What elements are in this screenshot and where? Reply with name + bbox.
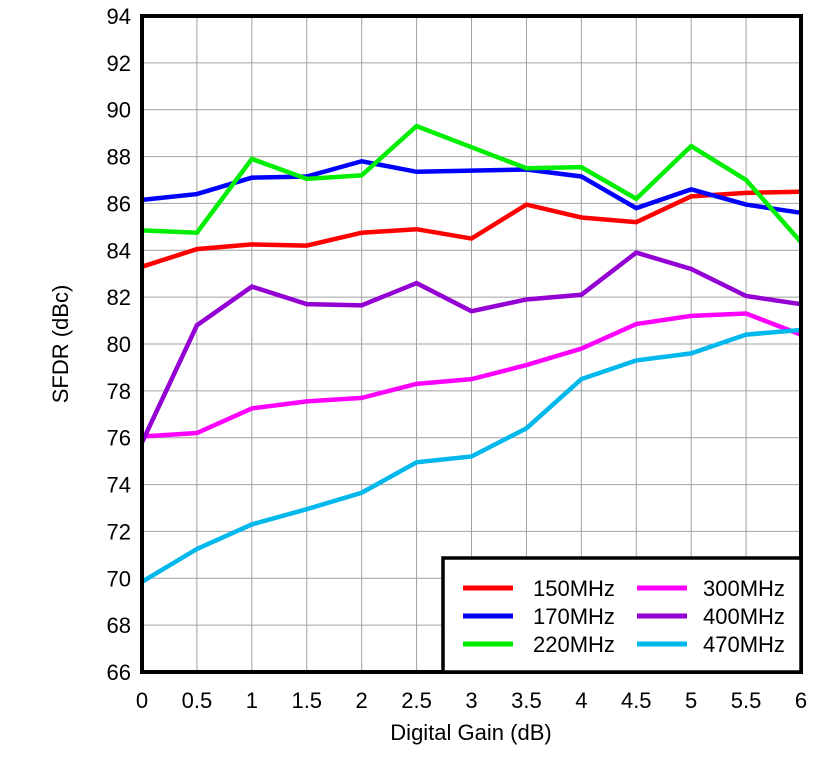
legend: 150MHz 170MHz 220MHz 300MHz 400MHz 470MHz [441, 556, 803, 674]
legend-label-400mhz: 400MHz [703, 604, 785, 629]
x-tick-label: 5.5 [731, 688, 762, 713]
y-tick-label: 70 [107, 566, 131, 591]
legend-label-150mhz: 150MHz [533, 576, 615, 601]
x-tick-label: 0.5 [182, 688, 213, 713]
series-line-220mhz [141, 123, 803, 244]
y-tick-label: 72 [107, 519, 131, 544]
y-tick-label: 78 [107, 379, 131, 404]
series-line-300mhz [141, 311, 802, 439]
y-axis-title: SFDR (dBc) [48, 285, 73, 404]
y-tick-label: 80 [107, 332, 131, 357]
y-tick-label: 92 [107, 51, 131, 76]
series-line-170mhz [141, 158, 802, 216]
legend-label-220mhz: 220MHz [533, 632, 615, 657]
legend-item-470mhz: 470MHz [637, 632, 785, 657]
y-tick-label: 84 [107, 238, 131, 263]
x-tick-label: 2 [356, 688, 368, 713]
series-line-470mhz [140, 327, 802, 584]
legend-label-470mhz: 470MHz [703, 632, 785, 657]
y-tick-label: 66 [107, 660, 131, 685]
x-tick-label: 4.5 [621, 688, 652, 713]
x-tick-label: 6 [795, 688, 807, 713]
legend-item-300mhz: 300MHz [637, 576, 785, 601]
legend-item-220mhz: 220MHz [463, 632, 615, 657]
y-tick-label: 68 [107, 613, 131, 638]
x-tick-label: 5 [685, 688, 697, 713]
legend-label-170mhz: 170MHz [533, 604, 615, 629]
y-tick-label: 82 [107, 285, 131, 310]
series-line-150mhz [141, 189, 802, 269]
y-tick-label: 74 [107, 473, 131, 498]
y-tick-label: 90 [107, 98, 131, 123]
x-tick-label: 2.5 [401, 688, 432, 713]
x-tick-label: 1 [246, 688, 258, 713]
x-tick-label: 0 [136, 688, 148, 713]
x-axis-title: Digital Gain (dB) [390, 720, 551, 745]
y-tick-label: 86 [107, 191, 131, 216]
series-line-400mhz [139, 250, 802, 444]
x-tick-label: 3.5 [511, 688, 542, 713]
legend-item-170mhz: 170MHz [463, 604, 615, 629]
y-tick-label: 88 [107, 145, 131, 170]
y-tick-label: 76 [107, 426, 131, 451]
x-tick-label: 4 [575, 688, 587, 713]
legend-label-300mhz: 300MHz [703, 576, 785, 601]
legend-item-400mhz: 400MHz [637, 604, 785, 629]
x-tick-label: 1.5 [291, 688, 322, 713]
y-tick-label: 94 [107, 4, 131, 29]
legend-item-150mhz: 150MHz [463, 576, 615, 601]
x-tick-label: 3 [465, 688, 477, 713]
